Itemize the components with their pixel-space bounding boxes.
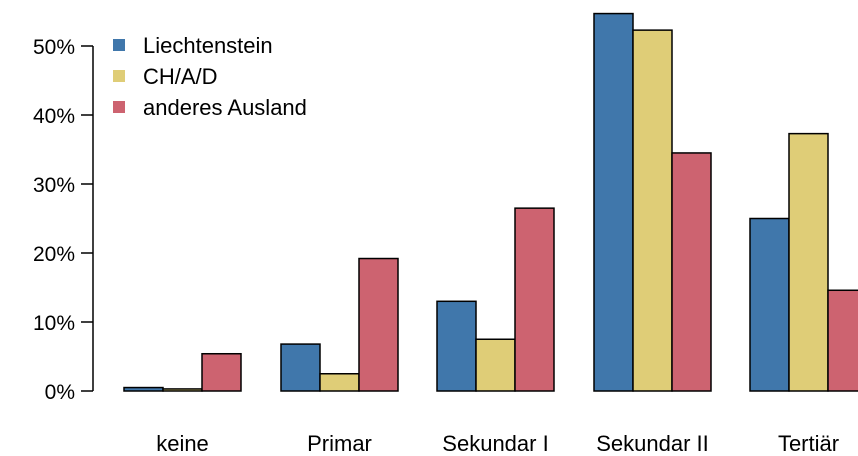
legend-label: anderes Ausland <box>143 95 307 120</box>
bar-liechtenstein-primar <box>280 343 321 392</box>
category-labels: keine Primar Sekundar I Sekundar II Tertiär <box>156 431 839 456</box>
y-tick-label: 30% <box>33 174 75 197</box>
category-label: Tertiär <box>778 431 839 456</box>
bar-liechtenstein-tertiär <box>749 217 790 392</box>
bar-anderes-ausland-keine <box>201 352 242 392</box>
y-tick-label: 40% <box>33 105 75 128</box>
legend-swatch <box>113 70 125 82</box>
category-label: Sekundar II <box>596 431 709 456</box>
y-tick-label: 50% <box>33 36 75 59</box>
category-label: keine <box>156 431 209 456</box>
bar-ch-a-d-tertiär <box>788 132 829 392</box>
bar-ch-a-d-primar <box>319 373 360 392</box>
category-label: Sekundar I <box>442 431 548 456</box>
bar-liechtenstein-keine <box>123 386 164 392</box>
bar-anderes-ausland-sekundar-i <box>514 207 555 392</box>
bar-anderes-ausland-sekundar-ii <box>671 152 712 392</box>
bars-group <box>123 12 858 392</box>
y-axis: 0% 10% 20% 30% 40% 50% <box>33 36 94 404</box>
bar-ch-a-d-sekundar-i <box>475 338 516 392</box>
y-tick-label: 0% <box>45 381 75 404</box>
legend-swatch <box>113 39 125 51</box>
legend-label: CH/A/D <box>143 64 218 89</box>
bar-liechtenstein-sekundar-ii <box>593 12 634 392</box>
bar-liechtenstein-sekundar-i <box>436 300 477 392</box>
y-tick-label: 10% <box>33 312 75 335</box>
bar-ch-a-d-keine <box>162 388 203 392</box>
bar-anderes-ausland-primar <box>358 257 399 392</box>
legend: Liechtenstein CH/A/D anderes Ausland <box>113 33 307 120</box>
bar-anderes-ausland-tertiär <box>827 289 858 392</box>
legend-label: Liechtenstein <box>143 33 273 58</box>
category-label: Primar <box>307 431 372 456</box>
bar-ch-a-d-sekundar-ii <box>632 29 673 392</box>
legend-swatch <box>113 101 125 113</box>
y-tick-label: 20% <box>33 243 75 266</box>
